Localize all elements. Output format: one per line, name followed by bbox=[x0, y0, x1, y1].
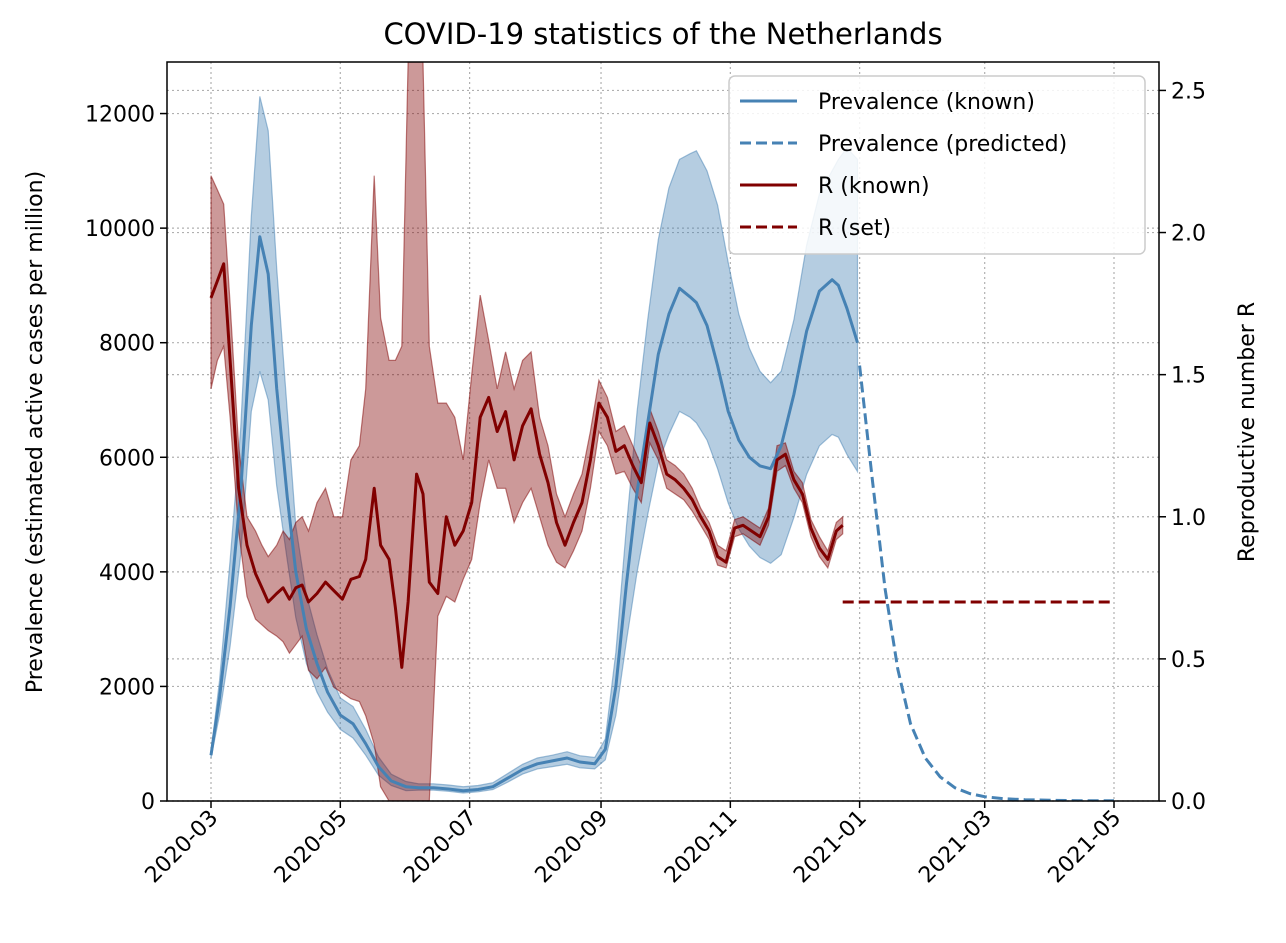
y-tick-label: 6000 bbox=[99, 446, 155, 471]
y-tick-label: 0 bbox=[141, 790, 155, 815]
x-tick-label: 2021-01 bbox=[789, 806, 872, 889]
legend-label-prevalence-predicted: Prevalence (predicted) bbox=[818, 132, 1067, 157]
y-axis-left: 0 2000 4000 6000 8000 10000 12000 bbox=[85, 103, 167, 815]
x-tick-label: 2020-05 bbox=[270, 806, 353, 889]
y-right-tick-label: 0.0 bbox=[1171, 790, 1206, 815]
y-axis-label-left: Prevalence (estimated active cases per m… bbox=[23, 171, 48, 693]
x-tick-label: 2020-11 bbox=[660, 806, 743, 889]
band-r-known bbox=[210, 62, 844, 801]
x-tick-label: 2020-03 bbox=[141, 806, 224, 889]
y-tick-label: 8000 bbox=[99, 332, 155, 357]
x-axis: 2020-03 2020-05 2020-07 2020-09 2020-11 2021-… bbox=[141, 801, 1127, 889]
series-line-prevalence-predicted bbox=[858, 365, 1115, 801]
y-tick-label: 4000 bbox=[99, 561, 155, 586]
x-tick-label: 2020-07 bbox=[399, 806, 482, 889]
legend-label-r-known: R (known) bbox=[818, 174, 930, 199]
y-right-tick-label: 2.0 bbox=[1171, 222, 1206, 247]
confidence-bands bbox=[210, 62, 859, 801]
y-right-tick-label: 1.0 bbox=[1171, 506, 1206, 531]
series-line-r-known bbox=[209, 262, 844, 669]
y-axis-label-right: Reproductive number R bbox=[1235, 302, 1260, 562]
series-line-prevalence-known bbox=[209, 235, 859, 793]
band-prevalence-known bbox=[210, 96, 859, 794]
legend-box bbox=[728, 75, 1146, 255]
y-axis-right: 0.0 0.5 1.0 1.5 2.0 2.5 bbox=[1159, 79, 1206, 815]
y-right-tick-label: 1.5 bbox=[1171, 364, 1206, 389]
y-right-tick-label: 2.5 bbox=[1171, 79, 1206, 104]
series-lines bbox=[209, 235, 1115, 801]
plot-frame bbox=[166, 61, 1160, 802]
legend-label-r-set: R (set) bbox=[818, 216, 891, 241]
y-tick-label: 2000 bbox=[99, 675, 155, 700]
y-tick-label: 12000 bbox=[85, 103, 155, 128]
x-tick-label: 2020-09 bbox=[531, 806, 614, 889]
chart-title: COVID-19 statistics of the Netherlands bbox=[383, 17, 942, 51]
y-right-tick-label: 0.5 bbox=[1171, 648, 1206, 673]
x-tick-label: 2021-03 bbox=[914, 806, 997, 889]
x-tick-label: 2021-05 bbox=[1044, 806, 1127, 889]
legend: Prevalence (known) Prevalence (predicted… bbox=[728, 75, 1146, 255]
y-tick-label: 10000 bbox=[85, 217, 155, 242]
legend-label-prevalence-known: Prevalence (known) bbox=[818, 90, 1035, 115]
